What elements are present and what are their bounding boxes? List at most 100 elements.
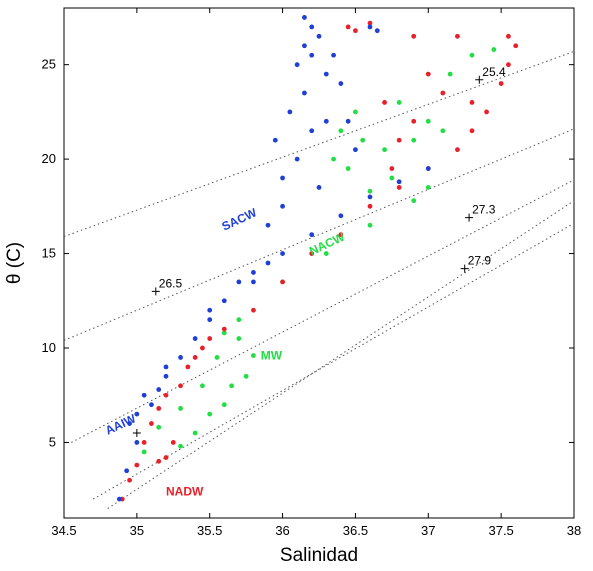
data-point bbox=[309, 232, 315, 238]
data-point bbox=[316, 185, 322, 190]
isopycnal-label: 26.5 bbox=[159, 276, 183, 290]
data-point bbox=[192, 336, 198, 341]
data-point bbox=[440, 128, 446, 134]
y-tick-label: 20 bbox=[42, 151, 56, 166]
data-point bbox=[124, 468, 130, 474]
data-point bbox=[455, 33, 460, 39]
data-point bbox=[338, 128, 344, 134]
data-point bbox=[323, 251, 329, 256]
isopycnal-line bbox=[107, 200, 575, 509]
isopycnal-line bbox=[63, 128, 575, 341]
data-point bbox=[469, 100, 475, 105]
data-point bbox=[367, 203, 373, 209]
data-point bbox=[323, 71, 329, 77]
data-point bbox=[272, 137, 278, 143]
y-tick-label: 15 bbox=[42, 246, 56, 261]
data-point bbox=[280, 175, 285, 181]
y-tick-label: 10 bbox=[42, 340, 56, 355]
x-tick-label: 36 bbox=[275, 523, 289, 538]
data-point bbox=[134, 440, 140, 445]
data-point bbox=[389, 175, 395, 181]
data-point bbox=[367, 188, 373, 194]
plus-marker-icon bbox=[475, 75, 484, 84]
data-point bbox=[294, 156, 300, 162]
data-point bbox=[141, 440, 147, 445]
data-point bbox=[396, 179, 402, 185]
data-point bbox=[338, 232, 344, 238]
data-point bbox=[309, 251, 315, 256]
data-point bbox=[200, 383, 205, 389]
data-point bbox=[163, 364, 169, 370]
data-point bbox=[411, 137, 417, 143]
data-point bbox=[163, 392, 169, 398]
data-point bbox=[280, 279, 285, 285]
data-point bbox=[309, 24, 315, 30]
data-point bbox=[498, 81, 504, 86]
data-point bbox=[221, 330, 227, 336]
y-tick-label: 25 bbox=[42, 57, 56, 72]
isopycnal-label: 27.9 bbox=[468, 254, 492, 268]
data-point bbox=[353, 109, 358, 115]
data-point bbox=[170, 440, 176, 445]
data-point bbox=[396, 100, 402, 105]
x-tick-label: 35 bbox=[130, 523, 144, 538]
data-point bbox=[178, 443, 183, 449]
data-point bbox=[280, 251, 285, 256]
plus-marker-icon bbox=[460, 264, 469, 273]
data-point bbox=[221, 402, 227, 408]
data-point bbox=[309, 128, 315, 134]
data-point bbox=[491, 47, 497, 52]
data-point bbox=[127, 477, 132, 483]
data-point bbox=[207, 411, 213, 417]
isopycnal-label: 27.3 bbox=[472, 203, 496, 217]
isopycnal-lines bbox=[63, 50, 575, 509]
x-tick-label: 37 bbox=[421, 523, 435, 538]
data-point bbox=[374, 28, 380, 34]
data-point bbox=[200, 345, 205, 351]
data-point bbox=[506, 62, 511, 68]
data-point bbox=[353, 28, 358, 34]
data-point bbox=[302, 90, 307, 96]
plot-frame bbox=[63, 7, 575, 519]
data-point bbox=[367, 194, 373, 200]
data-point bbox=[411, 198, 417, 204]
data-point bbox=[141, 449, 147, 455]
data-point bbox=[265, 260, 271, 266]
data-point bbox=[141, 392, 147, 398]
data-point bbox=[149, 421, 154, 426]
data-point bbox=[316, 33, 322, 39]
data-point bbox=[338, 81, 344, 86]
data-point bbox=[513, 43, 519, 49]
data-point bbox=[425, 118, 431, 124]
data-point bbox=[236, 279, 242, 285]
data-point bbox=[207, 336, 213, 341]
plus-marker-icon bbox=[151, 287, 160, 296]
x-tick-label: 36.5 bbox=[343, 523, 368, 538]
data-point bbox=[345, 118, 351, 124]
data-point bbox=[302, 43, 307, 49]
x-axis-ticks: 34.5 35 35.5 36 36.5 37 37.5 38 bbox=[51, 8, 581, 538]
plus-marker-icon bbox=[132, 429, 141, 437]
data-point bbox=[382, 147, 387, 153]
data-point bbox=[178, 406, 183, 411]
data-point bbox=[156, 387, 162, 392]
data-point bbox=[116, 496, 122, 502]
data-point bbox=[309, 52, 315, 58]
data-point bbox=[287, 109, 293, 115]
data-point bbox=[221, 298, 227, 304]
data-points bbox=[116, 15, 519, 502]
data-point bbox=[382, 100, 387, 105]
data-point bbox=[389, 166, 395, 171]
data-point bbox=[251, 279, 256, 285]
data-point bbox=[396, 185, 402, 190]
isopycnal-line bbox=[63, 50, 575, 238]
data-point bbox=[484, 109, 489, 115]
data-point bbox=[127, 421, 132, 426]
x-tick-label: 34.5 bbox=[51, 523, 76, 538]
data-point bbox=[396, 137, 402, 143]
data-point bbox=[163, 455, 169, 460]
data-point bbox=[360, 137, 366, 143]
isopycnal-markers: 25.4 26.5 27.3 27.9 bbox=[132, 65, 506, 437]
data-point bbox=[506, 33, 511, 39]
